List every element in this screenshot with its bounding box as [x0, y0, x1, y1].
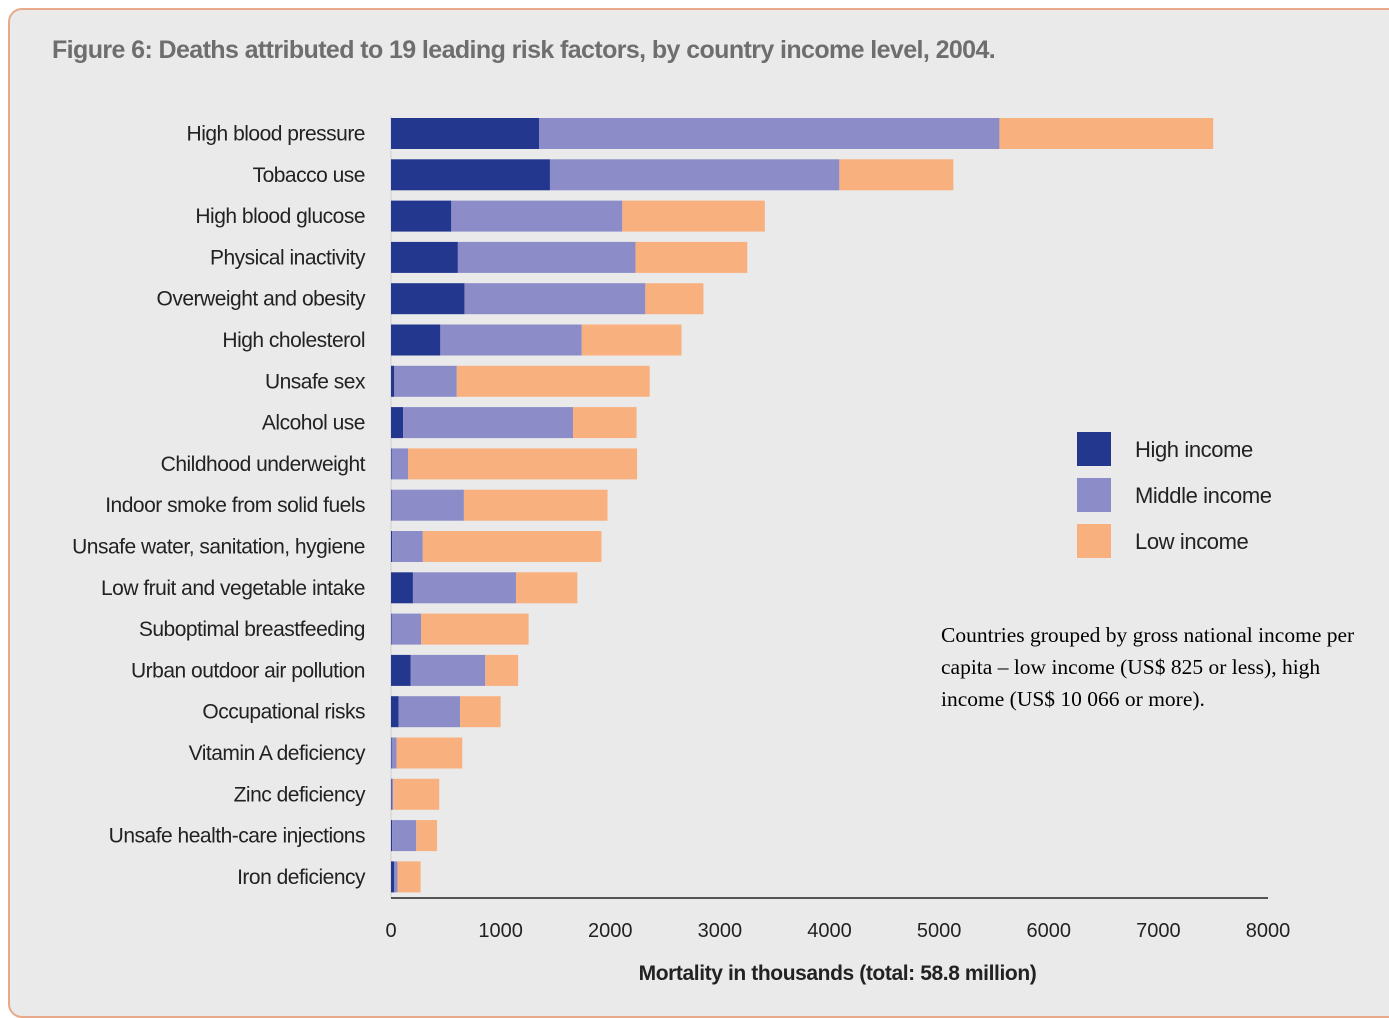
bar-low-fruit-and-vegetable-intake-low-income: [515, 572, 578, 604]
bar-childhood-underweight-middle-income: [391, 448, 408, 480]
bar-suboptimal-breastfeeding-low-income: [421, 613, 529, 645]
bar-vitamin-a-deficiency-low-income: [396, 737, 463, 769]
bar-high-blood-pressure-low-income: [999, 118, 1214, 149]
bar-zinc-deficiency-low-income: [393, 778, 440, 810]
category-label-alcohol-use: Alcohol use: [262, 412, 365, 435]
bar-unsafe-health-care-injections-low-income: [416, 820, 438, 852]
legend-label-low-income: Low income: [1135, 529, 1249, 554]
x-tick-label-8000: 8000: [1246, 920, 1291, 942]
bar-alcohol-use-low-income: [572, 407, 637, 439]
category-label-high-cholesterol: High cholesterol: [222, 329, 365, 352]
bar-physical-inactivity-middle-income: [457, 241, 636, 273]
bar-high-blood-glucose-high-income: [391, 200, 452, 232]
category-label-iron-deficiency: Iron deficiency: [237, 866, 366, 889]
bar-high-blood-glucose-middle-income: [451, 200, 623, 232]
bar-low-fruit-and-vegetable-intake-middle-income: [412, 572, 516, 604]
chart-title: Figure 6: Deaths attributed to 19 leadin…: [52, 36, 996, 64]
bar-zinc-deficiency-middle-income: [391, 778, 394, 810]
bar-occupational-risks-middle-income: [398, 696, 461, 728]
bar-high-cholesterol-high-income: [391, 324, 441, 356]
x-axis-label: Mortality in thousands (total: 58.8 mill…: [639, 962, 1037, 985]
category-label-overweight-and-obesity: Overweight and obesity: [157, 288, 366, 311]
legend-label-high-income: High income: [1135, 437, 1253, 462]
bar-tobacco-use-high-income: [391, 159, 550, 191]
legend-label-middle-income: Middle income: [1135, 483, 1272, 508]
category-label-vitamin-a-deficiency: Vitamin A deficiency: [189, 742, 366, 765]
bar-childhood-underweight-high-income: [391, 448, 392, 480]
bar-iron-deficiency-low-income: [397, 861, 421, 893]
category-label-high-blood-glucose: High blood glucose: [195, 205, 365, 228]
bar-vitamin-a-deficiency-high-income: [391, 737, 392, 769]
category-label-indoor-smoke-from-solid-fuels: Indoor smoke from solid fuels: [105, 494, 365, 517]
bar-zinc-deficiency-high-income: [391, 778, 392, 810]
bar-physical-inactivity-low-income: [635, 241, 748, 273]
category-label-zinc-deficiency: Zinc deficiency: [234, 783, 366, 806]
category-labels: High blood pressure Tobacco use High blood…: [72, 123, 366, 889]
bar-high-blood-glucose-low-income: [622, 200, 765, 232]
x-tick-label-0: 0: [385, 920, 396, 942]
bar-group: [390, 116, 1214, 898]
category-label-high-blood-pressure: High blood pressure: [187, 123, 365, 146]
bar-physical-inactivity-high-income: [391, 241, 458, 273]
category-label-suboptimal-breastfeeding: Suboptimal breastfeeding: [139, 618, 365, 641]
legend-swatch-high-income: [1077, 432, 1111, 466]
bar-alcohol-use-middle-income: [403, 407, 573, 439]
bar-urban-outdoor-air-pollution-high-income: [391, 654, 411, 686]
bar-suboptimal-breastfeeding-high-income: [391, 613, 392, 645]
category-label-physical-inactivity: Physical inactivity: [210, 246, 366, 269]
bar-high-blood-pressure-middle-income: [538, 118, 1000, 149]
income-grouping-note: Countries grouped by gross national inco…: [941, 623, 1355, 711]
category-label-childhood-underweight: Childhood underweight: [161, 453, 366, 476]
bar-overweight-and-obesity-high-income: [391, 283, 465, 315]
bar-tobacco-use-middle-income: [549, 159, 840, 191]
bar-childhood-underweight-low-income: [407, 448, 638, 480]
bar-urban-outdoor-air-pollution-low-income: [485, 654, 519, 686]
category-label-unsafe-sex: Unsafe sex: [265, 370, 366, 393]
bar-unsafe-sex-middle-income: [394, 365, 457, 397]
x-tick-label-4000: 4000: [807, 920, 852, 942]
bar-suboptimal-breastfeeding-middle-income: [391, 613, 422, 645]
bar-unsafe-water-sanitation-hygiene-low-income: [422, 531, 602, 562]
bar-alcohol-use-high-income: [391, 407, 404, 439]
x-tick-label-7000: 7000: [1136, 920, 1181, 942]
category-label-unsafe-health-care-injections: Unsafe health-care injections: [109, 825, 365, 848]
bar-high-blood-pressure-high-income: [391, 118, 539, 149]
bar-overweight-and-obesity-middle-income: [464, 283, 646, 315]
bar-vitamin-a-deficiency-middle-income: [391, 737, 397, 769]
x-tick-label-5000: 5000: [917, 920, 962, 942]
bar-low-fruit-and-vegetable-intake-high-income: [391, 572, 413, 604]
category-label-occupational-risks: Occupational risks: [202, 701, 365, 724]
bar-urban-outdoor-air-pollution-middle-income: [410, 654, 486, 686]
bar-overweight-and-obesity-low-income: [645, 283, 704, 315]
bar-unsafe-sex-high-income: [391, 365, 395, 397]
bar-unsafe-water-sanitation-hygiene-middle-income: [392, 531, 423, 562]
legend: High income Middle income Low income: [1077, 432, 1272, 558]
bar-iron-deficiency-middle-income: [394, 861, 398, 893]
category-label-unsafe-water-sanitation-hygiene: Unsafe water, sanitation, hygiene: [72, 536, 365, 559]
bar-iron-deficiency-high-income: [391, 861, 395, 893]
x-tick-label-3000: 3000: [698, 920, 743, 942]
category-label-urban-outdoor-air-pollution: Urban outdoor air pollution: [131, 659, 365, 682]
bar-indoor-smoke-from-solid-fuels-low-income: [463, 489, 608, 521]
bar-high-cholesterol-middle-income: [440, 324, 582, 356]
bar-unsafe-sex-low-income: [456, 365, 650, 397]
category-label-tobacco-use: Tobacco use: [253, 164, 365, 187]
bar-indoor-smoke-from-solid-fuels-high-income: [391, 489, 392, 521]
bar-unsafe-health-care-injections-middle-income: [392, 820, 417, 852]
bar-high-cholesterol-low-income: [581, 324, 682, 356]
x-axis-ticks: 0 1000 2000 3000 4000 5000 6000 7000 8000: [385, 920, 1290, 942]
legend-swatch-low-income: [1077, 524, 1111, 558]
bar-tobacco-use-low-income: [839, 159, 954, 191]
bar-indoor-smoke-from-solid-fuels-middle-income: [391, 489, 464, 521]
bar-unsafe-water-sanitation-hygiene-high-income: [391, 531, 393, 562]
x-tick-label-6000: 6000: [1027, 920, 1072, 942]
x-tick-label-2000: 2000: [588, 920, 633, 942]
legend-swatch-middle-income: [1077, 478, 1111, 512]
x-tick-label-1000: 1000: [478, 920, 523, 942]
bar-occupational-risks-high-income: [391, 696, 399, 728]
category-label-low-fruit-and-vegetable-intake: Low fruit and vegetable intake: [101, 577, 365, 600]
bar-occupational-risks-low-income: [460, 696, 501, 728]
bar-unsafe-health-care-injections-high-income: [391, 820, 393, 852]
